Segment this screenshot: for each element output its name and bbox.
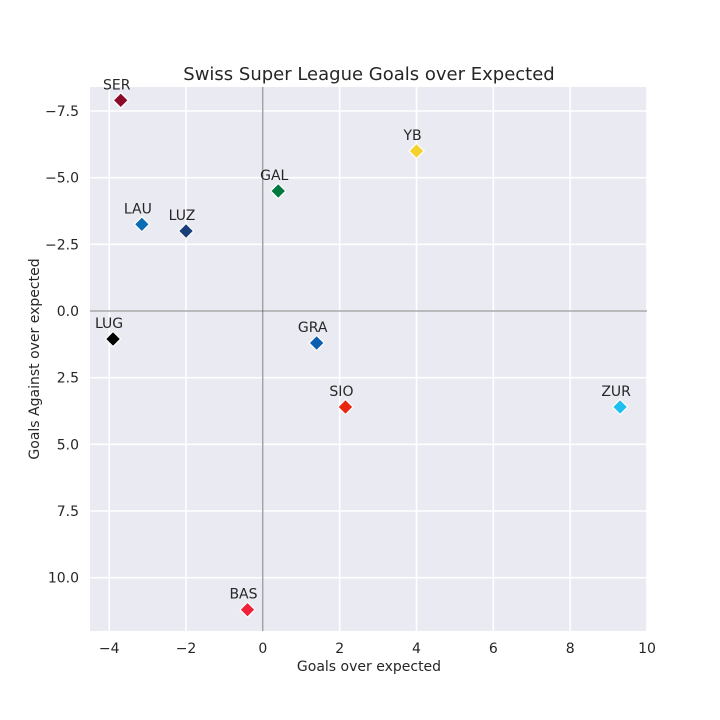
data-points [104, 91, 629, 619]
x-tick-label: 2 [335, 641, 344, 657]
chart-title: Swiss Super League Goals over Expected [183, 64, 554, 85]
reference-lines [90, 87, 647, 631]
x-tick-label: 0 [258, 641, 267, 657]
data-point-lug [104, 330, 122, 348]
y-tick-labels: −7.5 −5.0 −2.5 0.0 2.5 5.0 7.5 10.0 [45, 104, 79, 587]
data-point-bas [239, 601, 256, 619]
point-label-luz: LUZ [169, 208, 196, 224]
x-tick-label: 4 [412, 641, 421, 657]
point-label-gal: GAL [260, 168, 288, 184]
y-axis-label: Goals Against over expected [27, 258, 43, 459]
y-tick-label: 10.0 [48, 571, 79, 587]
y-tick-label: 0.0 [57, 304, 79, 320]
x-tick-label: −2 [176, 641, 197, 657]
data-point-sio [337, 398, 354, 416]
y-tick-label: 5.0 [57, 437, 79, 453]
point-labels: SER YB GAL LAU LUZ LUG GRA SIO ZUR BAS [95, 77, 631, 602]
point-label-bas: BAS [229, 587, 257, 603]
y-tick-label: 7.5 [57, 504, 79, 520]
data-point-gra [308, 334, 325, 352]
x-tick-labels: −4 −2 0 2 4 6 8 10 [99, 641, 656, 657]
point-label-yb: YB [402, 128, 421, 144]
point-label-lug: LUG [95, 316, 123, 332]
point-label-sio: SIO [329, 384, 353, 400]
point-label-gra: GRA [298, 320, 328, 336]
data-point-ser [112, 91, 130, 109]
point-label-zur: ZUR [601, 384, 631, 400]
plot-background [90, 87, 647, 631]
y-tick-label: −2.5 [45, 237, 79, 253]
x-tick-label: −4 [99, 641, 120, 657]
data-point-yb [408, 142, 425, 160]
y-tick-label: −5.0 [45, 171, 79, 187]
data-point-lau [133, 215, 151, 233]
x-tick-label: 6 [489, 641, 498, 657]
x-tick-label: 10 [638, 641, 656, 657]
point-label-ser: SER [103, 77, 131, 93]
plot-area [90, 87, 647, 631]
x-axis-label: Goals over expected [297, 659, 441, 675]
y-tick-label: −7.5 [45, 104, 79, 120]
point-label-lau: LAU [124, 201, 152, 217]
y-tick-label: 2.5 [57, 371, 79, 387]
data-point-gal [269, 182, 287, 200]
x-tick-label: 8 [566, 641, 575, 657]
data-point-luz [177, 222, 195, 240]
data-point-zur [611, 398, 629, 416]
